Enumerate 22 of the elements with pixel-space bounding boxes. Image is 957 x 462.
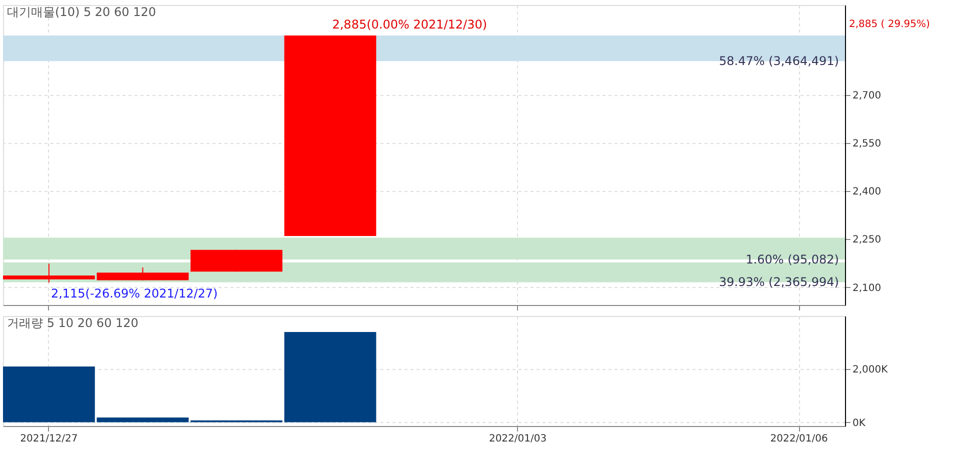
text: 거래량 5 10 20 60 120 [7,316,138,330]
y-tick-label: 2,400 [852,186,882,198]
y-tick-label: 2,700 [852,90,882,102]
candlestick [3,263,95,284]
band-label: 58.47% (3,464,491) [718,54,839,68]
text: 2,885 ( 29.95%) [849,19,930,30]
bar [284,332,376,422]
y-tick-label: 2,550 [852,138,882,150]
y-tick-label: 2,250 [852,234,882,246]
bar [96,418,189,422]
x-tick-label: 2021/12/27 [20,434,78,444]
band-label: 1.60% (95,082) [746,252,839,266]
y-tick-label: 2,000K [852,364,888,376]
text: 대기매물(10) 5 20 60 120 [7,5,156,19]
y-tick-label: 2,100 [852,282,882,294]
band-label: 39.93% (2,365,994) [718,275,839,290]
annotation: 2,885(0.00% 2021/12/30) [332,17,488,32]
x-tick-label: 2022/01/03 [488,434,547,444]
x-tick-label: 2022/01/06 [770,434,828,444]
bar [3,366,95,422]
annotation: 2,115(-26.69% 2021/12/27) [50,286,218,301]
y-tick-label: 0K [852,418,866,429]
